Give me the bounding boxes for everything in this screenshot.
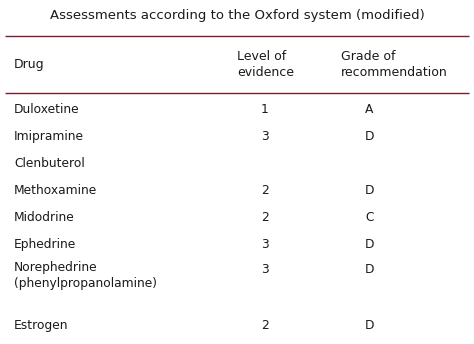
Text: Grade of
recommendation: Grade of recommendation xyxy=(341,51,448,78)
Text: Estrogen: Estrogen xyxy=(14,319,69,332)
Text: 1: 1 xyxy=(261,103,268,116)
Text: Level of
evidence: Level of evidence xyxy=(237,51,294,78)
Text: 2: 2 xyxy=(261,211,268,224)
Text: Duloxetine: Duloxetine xyxy=(14,103,80,116)
Text: 2: 2 xyxy=(261,184,268,197)
Text: Ephedrine: Ephedrine xyxy=(14,238,76,251)
Text: Imipramine: Imipramine xyxy=(14,130,84,143)
Text: 2: 2 xyxy=(261,319,268,332)
Text: C: C xyxy=(365,211,374,224)
Text: Drug: Drug xyxy=(14,58,45,71)
Text: 3: 3 xyxy=(261,130,268,143)
Text: D: D xyxy=(365,319,374,332)
Text: Norephedrine
(phenylpropanolamine): Norephedrine (phenylpropanolamine) xyxy=(14,261,157,290)
Text: 3: 3 xyxy=(261,264,268,276)
Text: Midodrine: Midodrine xyxy=(14,211,75,224)
Text: D: D xyxy=(365,184,374,197)
Text: D: D xyxy=(365,130,374,143)
Text: A: A xyxy=(365,103,374,116)
Text: D: D xyxy=(365,238,374,251)
Text: Assessments according to the Oxford system (modified): Assessments according to the Oxford syst… xyxy=(50,9,424,22)
Text: 3: 3 xyxy=(261,238,268,251)
Text: Clenbuterol: Clenbuterol xyxy=(14,157,85,170)
Text: D: D xyxy=(365,264,374,276)
Text: Methoxamine: Methoxamine xyxy=(14,184,98,197)
